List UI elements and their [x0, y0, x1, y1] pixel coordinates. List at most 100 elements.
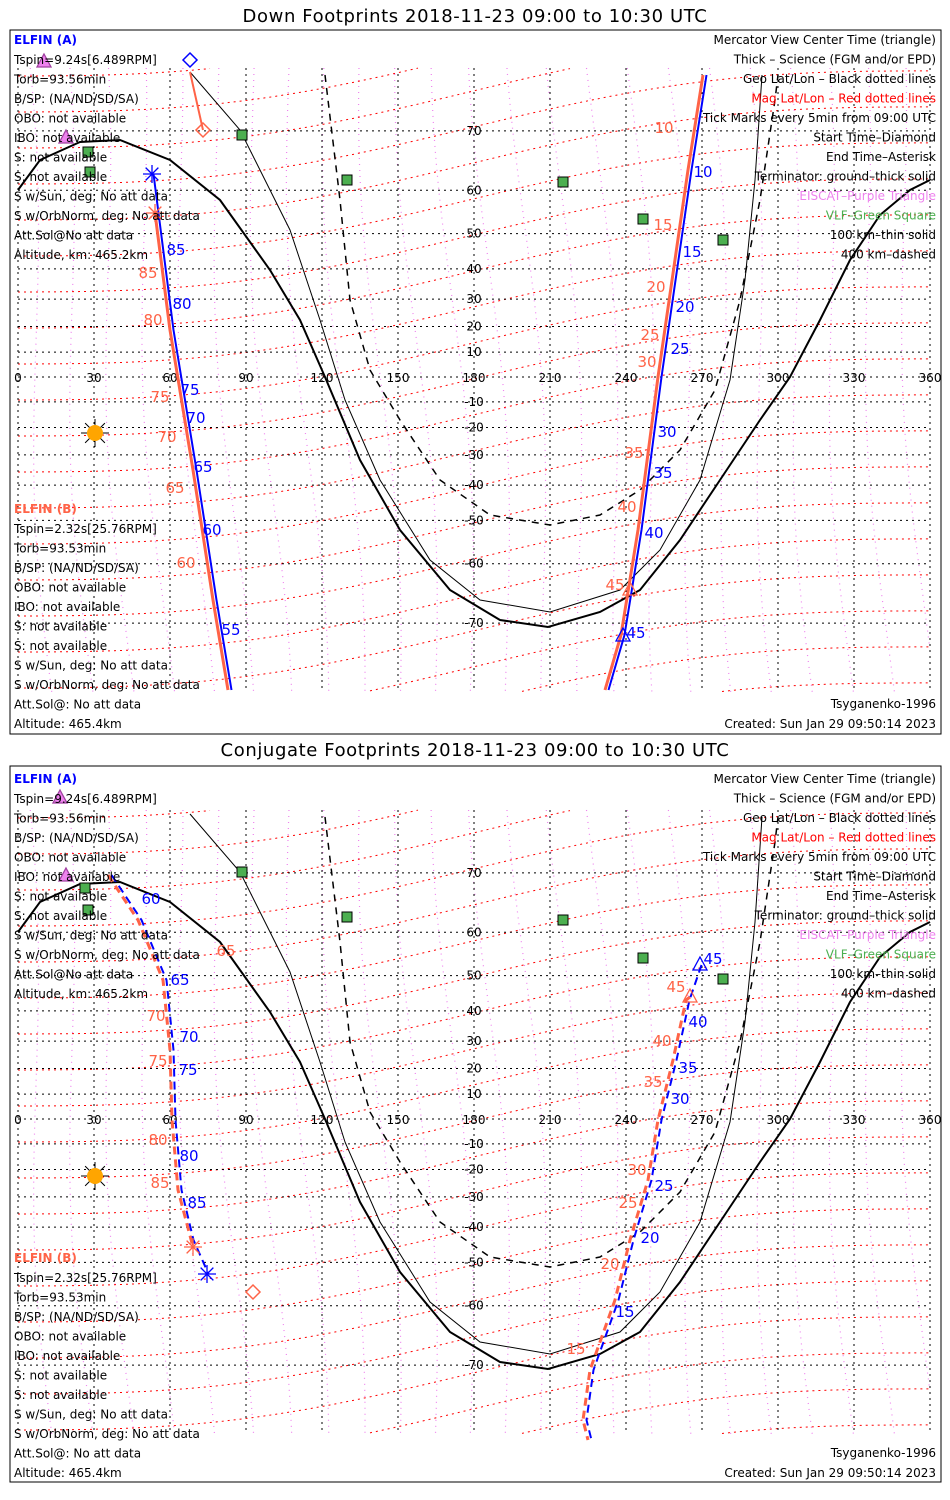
- lat-tick-label: -70: [464, 1358, 484, 1372]
- model-label: Tsyganenko-1996: [830, 697, 936, 711]
- elfin-b-info-line: S w/OrbNorm, deg: No att data: [14, 678, 200, 692]
- lat-tick-label: -70: [464, 616, 484, 630]
- lat-tick-label: -10: [464, 1137, 484, 1151]
- track-time-tick-label: 85: [187, 1194, 206, 1212]
- track-time-tick-label: 45: [703, 950, 722, 968]
- lon-tick-label: 180: [463, 1113, 486, 1127]
- legend-item: Tick Marks every 5min from 09:00 UTC: [702, 850, 936, 864]
- mag-lat-line: [369, 610, 931, 692]
- lon-tick-label: 240: [615, 371, 638, 385]
- lon-tick-label: 150: [387, 371, 410, 385]
- legend-item: Start Time–Diamond: [813, 870, 936, 884]
- lon-tick-label: 270: [691, 371, 714, 385]
- elfin-a-info-line: IBO: not available: [14, 131, 120, 145]
- elfin-b-info-line: B/SP: (NA/ND/SD/SA): [14, 1310, 139, 1324]
- mag-lon-line: [394, 67, 438, 693]
- mag-lat-line: [17, 810, 211, 819]
- mag-lon-line: [29, 67, 53, 693]
- mag-lon-line: [285, 809, 330, 1435]
- mag-lon-line: [249, 67, 293, 693]
- mag-lon-line: [249, 809, 293, 1435]
- track-time-tick-label: 70: [179, 1028, 198, 1046]
- track-time-tick-label: 85: [138, 264, 157, 282]
- elfin-a-info-line: Att.Sol@No att data: [14, 229, 133, 243]
- mag-lon-line: [667, 809, 692, 1435]
- mag-lon-line: [105, 809, 135, 1435]
- elfin-a-info-line: Torb=93.56min: [13, 812, 106, 826]
- sun-icon: [81, 1162, 109, 1190]
- mag-lat-line: [521, 646, 931, 692]
- mag-lon-line: [901, 67, 930, 645]
- lat-tick-label: -60: [464, 557, 484, 571]
- vlf-station-square-icon: [557, 176, 569, 188]
- track-time-tick-label: 35: [653, 464, 672, 482]
- track-time-tick-label: 60: [202, 521, 221, 539]
- lat-tick-label: 60: [466, 925, 481, 939]
- track-time-tick-label: 60: [141, 890, 160, 908]
- elfin-b-info-line: Altitude: 465.4km: [14, 717, 122, 731]
- mag-lat-line: [17, 68, 571, 149]
- map-area: 0 30 60 90 120 150 180 210 240 270 300 330 360 70 60 50…: [14, 51, 941, 693]
- legend-item: 100 km–thin solid: [830, 228, 936, 242]
- elfin-b-info-line: S w/Sun, deg: No att data: [14, 1408, 168, 1422]
- elfin-b-track: [603, 74, 705, 691]
- lat-tick-label: -40: [464, 478, 484, 492]
- mag-lon-line: [789, 67, 813, 693]
- elfin-a-info-line: Tspin=9.24s[6.489RPM]: [13, 792, 157, 806]
- vlf-station-square-icon: [236, 129, 248, 141]
- elfin-b-end-asterisk: [146, 204, 164, 222]
- track-time-tick-label: 65: [170, 971, 189, 989]
- track-time-tick-label: 45: [605, 576, 624, 594]
- track-time-tick-label: 40: [617, 498, 636, 516]
- track-time-tick-label: 80: [172, 295, 191, 313]
- lat-tick-label: -20: [464, 421, 484, 435]
- lat-tick-label: -40: [464, 1220, 484, 1234]
- elfin-b-info-line: S w/OrbNorm, deg: No att data: [14, 1427, 200, 1441]
- elfin-b-info-line: Torb=93.53min: [13, 1291, 106, 1305]
- lat-tick-label: -20: [464, 1163, 484, 1177]
- track-time-tick-label: 70: [186, 409, 205, 427]
- mag-lon-line: [141, 809, 176, 1435]
- elfin-a-info: ELFIN (A) Tspin=9.24s[6.489RPM] Torb=93.56…: [13, 33, 200, 262]
- elfin-a-track: [110, 874, 210, 1275]
- track-time-tick-label: 15: [615, 1303, 634, 1321]
- elfin-b-label: ELFIN (B): [14, 1251, 77, 1265]
- terminator-ground: [17, 138, 931, 629]
- elfin-b-info-line: S: not available: [14, 620, 107, 634]
- elfin-a-info-line: OBO: not available: [14, 112, 126, 126]
- mag-lon-line: [321, 67, 366, 693]
- lon-tick-label: 90: [238, 1113, 253, 1127]
- lon-tick-label: 60: [162, 371, 177, 385]
- elfin-b-start-diamond: [244, 1283, 262, 1301]
- elfin-a-info-line: Torb=93.56min: [13, 73, 106, 87]
- legend-item: Thick – Science (FGM and/or EPD): [733, 53, 936, 67]
- mag-lon-line: [749, 67, 772, 693]
- elfin-a-info-line: B/SP: (NA/ND/SD/SA): [14, 92, 139, 106]
- elfin-a-label: ELFIN (A): [14, 33, 77, 47]
- track-time-tick-label: 30: [657, 423, 676, 441]
- mag-lat-line: [721, 682, 931, 692]
- lat-tick-label: 50: [466, 969, 481, 983]
- mag-lon-line: [667, 67, 692, 693]
- track-time-tick-label: 60: [176, 554, 195, 572]
- lon-tick-label: 240: [615, 1113, 638, 1127]
- lon-tick-label: 120: [311, 1113, 334, 1127]
- track-time-tick-label: 15: [653, 216, 672, 234]
- mag-lon-line: [357, 809, 402, 1435]
- elfin-a-end-asterisk: [143, 165, 161, 183]
- legend-item: Geo Lat/Lon – Black dotted lines: [743, 811, 936, 825]
- mag-lon-line: [828, 67, 855, 693]
- elfin-b-info-line: Tspin=2.32s[25.76RPM]: [13, 522, 157, 536]
- elfin-b-info-line: Tspin=2.32s[25.76RPM]: [13, 1271, 157, 1285]
- track-time-tick-label: 20: [675, 298, 694, 316]
- track-time-tick-label: 20: [640, 1229, 659, 1247]
- track-time-tick-label: 20: [600, 1255, 619, 1273]
- lat-tick-label: 50: [466, 227, 481, 241]
- legend-item: EISCAT–Purple Triangle: [799, 928, 936, 942]
- elfin-a-info-line: IBO: not available: [14, 870, 120, 884]
- elfin-a-info-line: S: not available: [14, 170, 107, 184]
- sun-icon: [81, 419, 109, 447]
- track-time-tick-label: 35: [643, 1073, 662, 1091]
- legend-item: VLF–Green Square: [826, 209, 936, 223]
